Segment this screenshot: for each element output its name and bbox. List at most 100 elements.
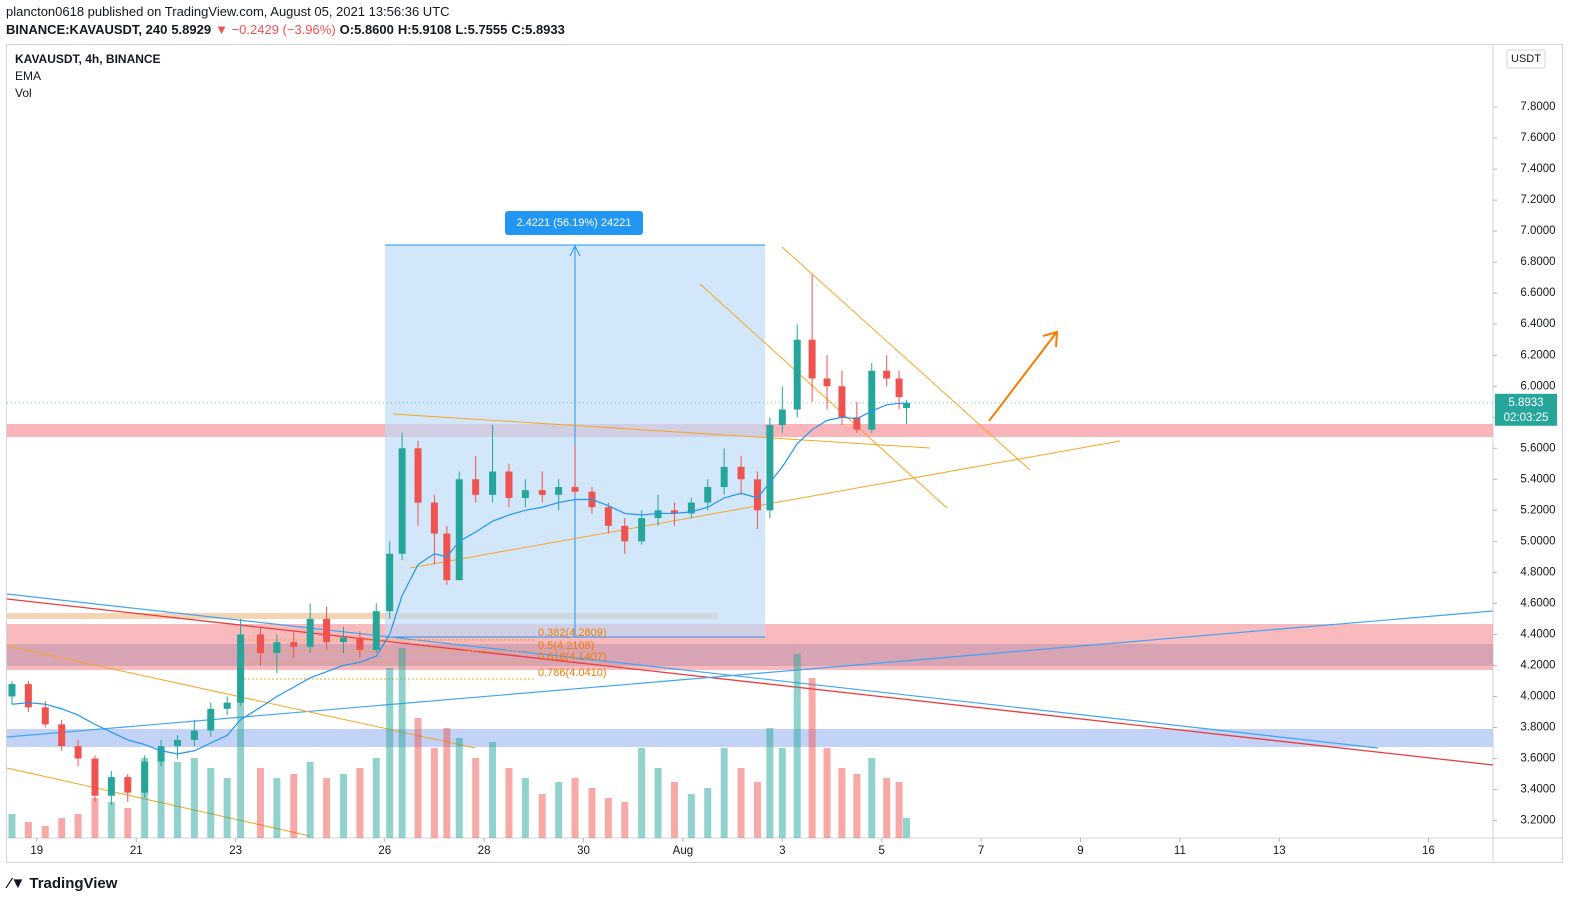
candle-body [124,777,132,793]
y-tick-label: 6.0000 [1520,380,1555,392]
volume-bar [704,788,712,838]
currency-box [1506,49,1546,69]
x-tick-label: 3 [779,845,785,857]
volume-bar [853,774,861,838]
volume-bar [141,758,149,838]
candle-body [74,746,82,759]
y-tick-label: 6.4000 [1520,318,1555,330]
candle-body [903,402,911,408]
publisher: plancton0618 published on TradingView.co… [6,4,450,19]
candle-body [91,758,99,796]
candle-body [766,425,774,511]
candle-body [895,378,903,398]
candle-body [41,707,49,725]
y-tick-label: 7.2000 [1520,194,1555,206]
candle-body [823,378,831,387]
legend-title: KAVAUSDT, 4h, BINANCE [15,52,161,66]
candle-body [838,386,846,418]
candle-body [638,518,646,542]
blue-zone [7,729,1493,747]
candle-body [670,510,678,514]
volume-bar [24,822,32,838]
candle-body [808,339,816,379]
volume-bar [124,808,132,838]
volume-bar [793,654,801,838]
candle-body [737,466,745,480]
volume-bar [588,788,596,838]
y-tick-label: 5.2000 [1520,504,1555,516]
x-tick-label: 23 [229,845,242,857]
y-tick-label: 3.8000 [1520,722,1555,734]
volume-bar [571,778,579,838]
blue-trendline-down [6,593,1379,749]
volume-bar [823,748,831,838]
y-tick-label: 3.2000 [1520,815,1555,827]
candle-body [654,510,662,519]
volume-bar [687,794,695,838]
volume-bar [273,778,281,838]
candle-body [323,618,331,643]
volume-bar [190,758,198,838]
y-tick-label: 7.6000 [1520,132,1555,144]
candle-body [223,702,231,709]
volume-bar [74,814,82,838]
y-tick-label: 4.6000 [1520,597,1555,609]
volume-bar [290,774,298,838]
volume-bar [173,762,181,838]
candle-body [521,490,529,498]
candle-body [107,777,115,796]
change: ▼ −0.2429 (−3.96%) [215,22,336,37]
channel-upper [781,246,1031,471]
price-label-bg [1495,393,1557,426]
volume-bar [621,802,629,838]
target-arrow [988,332,1057,422]
y-tick-label: 4.2000 [1520,659,1555,671]
fib-label: 0.382(4.2809) [538,627,607,639]
y-tick-label: 6.6000 [1520,287,1555,299]
candle-body [687,502,695,514]
volume-bar [737,768,745,838]
candle-body [386,553,394,612]
y-tick-label: 6.2000 [1520,349,1555,361]
volume-bar [521,778,529,838]
candle-body [778,409,786,426]
candle-body [753,479,761,511]
y-tick-label: 4.8000 [1520,566,1555,578]
x-tick-label: 30 [577,845,590,857]
red-trendline [6,598,1494,766]
y-tick-label: 4.0000 [1520,690,1555,702]
high: H:5.9108 [397,22,452,37]
volume-bar [455,738,463,838]
currency: USDT [1511,53,1541,65]
drawings [6,211,1494,837]
volume-bar [838,768,846,838]
volume-bar [107,802,115,838]
volume-bar [8,814,16,838]
x-tick-label: 9 [1077,845,1083,857]
y-tick-label: 4.4000 [1520,628,1555,640]
channel-lower [699,283,948,509]
volume-bar [753,782,761,838]
low: L:5.7555 [455,22,508,37]
ema-line [11,402,907,755]
open: O:5.8600 [339,22,394,37]
volume-bar [895,782,903,838]
candle-body [704,487,712,503]
volume-bar [223,778,231,838]
candle-body [414,448,422,503]
close: C:5.8933 [511,22,565,37]
candle-body [173,739,181,747]
candle-body [339,637,347,643]
candle-body [883,370,891,379]
volume-bar [207,768,215,838]
candle-body [306,618,314,647]
y-tick-label: 5.4000 [1520,473,1555,485]
x-tick-label: 21 [130,845,143,857]
x-tick-label: 28 [478,845,491,857]
fib-label: 0.5(4.2108) [538,640,594,652]
x-tick-label: 19 [30,845,43,857]
candle-body [621,525,629,542]
footer: TradingView [29,875,118,892]
volume-bar [654,768,662,838]
